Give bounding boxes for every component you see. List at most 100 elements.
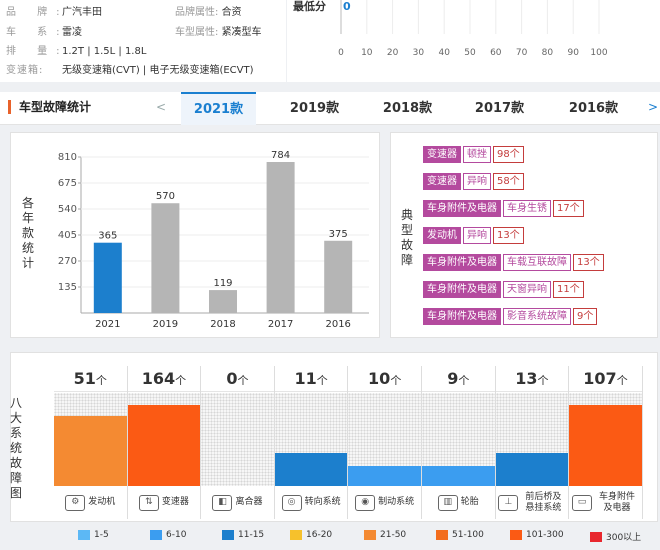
system-level-fill bbox=[54, 416, 127, 486]
bar-2021 bbox=[93, 242, 122, 313]
tab-2017[interactable]: 2017款 bbox=[474, 101, 525, 116]
score-tick-label: 0 bbox=[338, 48, 344, 58]
system-level-area bbox=[495, 393, 569, 486]
system-level-area bbox=[274, 393, 348, 486]
series-row: 车 系:雷凌 bbox=[6, 23, 82, 38]
fault-count: 11个 bbox=[553, 281, 584, 298]
legend-swatch bbox=[78, 530, 90, 540]
fault-subtype: 车身生锈 bbox=[503, 200, 551, 217]
score-scale: 最低分 0 0 10 20 30 40 50 60 70 80 90 100 bbox=[293, 0, 608, 58]
fault-category: 车身附件及电器 bbox=[423, 281, 501, 298]
legend-swatch bbox=[222, 530, 234, 540]
steering-wheel-icon: ◎ bbox=[281, 494, 302, 511]
y-tick-label: 675 bbox=[58, 178, 77, 189]
year-chart-label: 各年款统计 bbox=[22, 196, 35, 270]
system-level-area bbox=[201, 393, 274, 486]
system-count: 13个 bbox=[495, 366, 569, 392]
brand-row: 品 牌:广汽丰田 bbox=[6, 3, 102, 18]
typical-fault-tag[interactable]: 发动机 异响 13个 bbox=[423, 227, 606, 244]
legend-item: 21-50 bbox=[364, 530, 406, 540]
tab-next-arrow[interactable]: > bbox=[648, 100, 659, 114]
system-level-area bbox=[348, 393, 421, 486]
x-tick-label: 2016 bbox=[325, 319, 350, 330]
score-tick-label: 60 bbox=[490, 48, 502, 58]
system-level-fill bbox=[569, 405, 642, 486]
score-tick-label: 70 bbox=[516, 48, 528, 58]
score-tick-label: 40 bbox=[438, 48, 450, 58]
system-column-1[interactable]: 51个 ⚙ 发动机 bbox=[54, 366, 128, 519]
gearbox-label: 变速箱: bbox=[6, 65, 44, 76]
system-count-unit: 个 bbox=[95, 374, 107, 387]
legend-item: 101-300 bbox=[510, 530, 564, 540]
system-footer: ⊥ 前后桥及悬挂系统 bbox=[496, 486, 569, 519]
typical-fault-tag[interactable]: 车身附件及电器 车身生锈 17个 bbox=[423, 200, 606, 217]
typical-fault-tag[interactable]: 车身附件及电器 天窗异响 11个 bbox=[423, 281, 606, 298]
system-count-unit: 个 bbox=[390, 374, 402, 387]
system-column-2[interactable]: 164个 ⇅ 变速器 bbox=[127, 366, 202, 519]
system-name: 转向系统 bbox=[304, 497, 341, 507]
brand-value: 广汽丰田 bbox=[62, 7, 102, 18]
system-count: 9个 bbox=[422, 366, 495, 392]
score-label: 最低分 bbox=[293, 0, 326, 13]
fault-count: 13个 bbox=[573, 254, 604, 271]
systems-label: 八大系统故障图 bbox=[10, 396, 23, 500]
score-value: 0 bbox=[343, 0, 351, 13]
system-column-6[interactable]: 9个 ▥ 轮胎 bbox=[422, 366, 496, 519]
system-name: 前后桥及悬挂系统 bbox=[525, 491, 562, 513]
fault-category: 变速器 bbox=[423, 146, 461, 163]
system-count-unit: 个 bbox=[616, 374, 628, 387]
typical-fault-tag[interactable]: 变速器 异响 58个 bbox=[423, 173, 606, 190]
fault-subtype: 影音系统故障 bbox=[503, 308, 571, 325]
brand-attr-value: 合资 bbox=[221, 7, 242, 18]
system-footer: ▭ 车身附件及电器 bbox=[569, 486, 642, 519]
bar-2019 bbox=[151, 203, 180, 313]
year-tab-bar: 车型故障统计 < 2021款 2019款 2018款 2017款 2016款 > bbox=[0, 92, 660, 125]
fault-subtype: 天窗异响 bbox=[503, 281, 551, 298]
system-footer: ▥ 轮胎 bbox=[422, 486, 495, 519]
system-count: 164个 bbox=[127, 366, 201, 392]
system-column-7[interactable]: 13个 ⊥ 前后桥及悬挂系统 bbox=[495, 366, 570, 519]
legend-label: 21-50 bbox=[380, 530, 407, 540]
class-row: 车型属性: 紧凑型车 bbox=[175, 23, 262, 38]
system-count-number: 11 bbox=[294, 369, 317, 388]
fault-count: 9个 bbox=[573, 308, 598, 325]
bar-2017 bbox=[266, 162, 295, 313]
legend-swatch bbox=[590, 531, 602, 542]
tab-2021[interactable]: 2021款 bbox=[181, 92, 256, 125]
system-column-3[interactable]: 0个 ◧ 离合器 bbox=[201, 366, 275, 519]
bar-value-label: 375 bbox=[329, 229, 348, 240]
fault-subtype: 异响 bbox=[463, 227, 491, 244]
legend-label: 101-300 bbox=[526, 530, 564, 540]
system-column-5[interactable]: 10个 ◉ 制动系统 bbox=[348, 366, 422, 519]
system-count-unit: 个 bbox=[237, 374, 249, 387]
suspension-icon: ⊥ bbox=[498, 494, 519, 511]
legend-label: 6-10 bbox=[166, 530, 187, 540]
tab-2019[interactable]: 2019款 bbox=[289, 101, 340, 116]
system-column-8[interactable]: 107个 ▭ 车身附件及电器 bbox=[569, 366, 643, 519]
tab-prev-arrow[interactable]: < bbox=[156, 100, 167, 114]
brand-attr-row: 品牌属性: 合资 bbox=[175, 3, 242, 18]
system-name: 变速器 bbox=[161, 497, 189, 507]
tab-2016[interactable]: 2016款 bbox=[568, 101, 619, 116]
typical-fault-tag[interactable]: 车身附件及电器 车载互联故障 13个 bbox=[423, 254, 606, 271]
legend-item: 11-15 bbox=[222, 530, 264, 540]
car-body-icon: ▭ bbox=[571, 494, 592, 511]
displacement-row: 排 量:1.2T | 1.5L | 1.8L bbox=[6, 42, 146, 57]
system-count-number: 51 bbox=[73, 369, 96, 388]
x-tick-label: 2018 bbox=[210, 319, 235, 330]
tab-2018[interactable]: 2018款 bbox=[382, 101, 433, 116]
typical-fault-tag[interactable]: 车身附件及电器 影音系统故障 9个 bbox=[423, 308, 606, 325]
system-count-number: 0 bbox=[226, 369, 238, 388]
score-tick-label: 100 bbox=[590, 48, 607, 58]
displacement-value: 1.2T | 1.5L | 1.8L bbox=[62, 46, 147, 57]
system-level-fill bbox=[422, 465, 495, 486]
legend-swatch bbox=[364, 530, 376, 540]
x-tick-label: 2017 bbox=[268, 319, 293, 330]
system-column-4[interactable]: 11个 ◎ 转向系统 bbox=[274, 366, 349, 519]
typical-fault-tag[interactable]: 变速器 顿挫 98个 bbox=[423, 146, 606, 163]
fault-count: 98个 bbox=[493, 146, 524, 163]
system-footer: ⚙ 发动机 bbox=[54, 486, 127, 519]
gearbox-row: 变速箱: 无级变速箱(CVT) | 电子无级变速箱(ECVT) bbox=[6, 61, 254, 76]
year-chart-panel: 各年款统计 135 270 405 540 675 810 365 2021 570 2019 11… bbox=[10, 132, 380, 338]
bar-2016 bbox=[324, 240, 353, 313]
